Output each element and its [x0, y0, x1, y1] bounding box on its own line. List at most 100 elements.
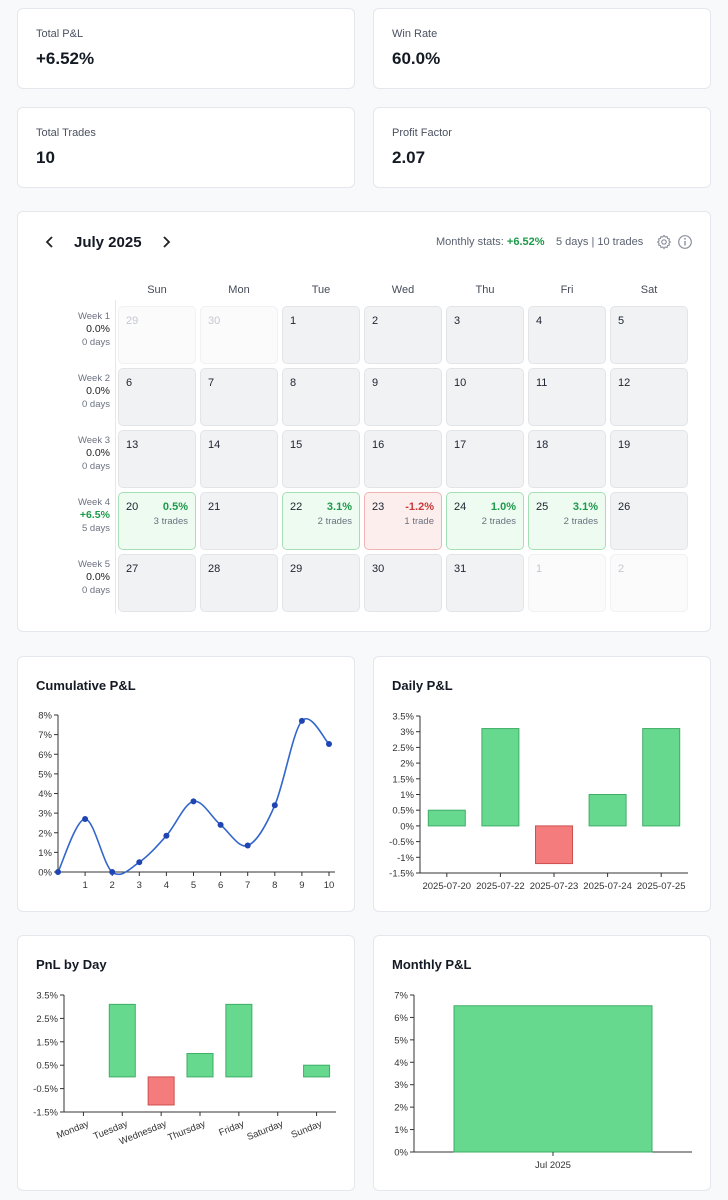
calendar-day[interactable]: 15	[282, 430, 360, 488]
calendar-day[interactable]: 22 3.1% 2 trades	[282, 492, 360, 550]
day-number: 29	[290, 563, 303, 575]
weekday-header: Sun	[147, 284, 167, 296]
series-line	[57, 717, 330, 876]
calendar-day[interactable]: 24 1.0% 2 trades	[446, 492, 524, 550]
day-number: 11	[536, 377, 548, 389]
x-tick-label: 2025-07-25	[637, 881, 686, 892]
bar	[186, 1053, 214, 1078]
calendar-day[interactable]: 31	[446, 554, 524, 612]
day-number: 9	[372, 377, 379, 389]
info-icon	[678, 235, 692, 249]
weekday-header: Tue	[311, 284, 331, 296]
chevron-right-icon	[163, 236, 171, 248]
data-point	[163, 832, 170, 839]
calendar-day[interactable]: 6	[118, 368, 196, 426]
y-tick-label: 0%	[38, 868, 52, 879]
calendar-day[interactable]: 3	[446, 306, 524, 364]
day-pnl: 0.5%	[162, 501, 188, 513]
x-tick-label: 6	[218, 880, 223, 891]
data-point	[55, 869, 61, 875]
day-trades: 2 trades	[481, 516, 516, 527]
x-tick-label: 1	[82, 880, 87, 891]
week-column-divider	[115, 300, 116, 614]
bar	[427, 809, 466, 827]
y-tick-label: 2%	[400, 759, 414, 770]
day-number: 31	[454, 563, 467, 575]
calendar-day[interactable]: 12	[610, 368, 688, 426]
y-tick-label: -0.5%	[389, 837, 414, 848]
calendar-day[interactable]: 16	[364, 430, 442, 488]
x-tick-label: Sunday	[290, 1118, 324, 1140]
gear-icon	[656, 234, 672, 250]
calendar-day[interactable]: 14	[200, 430, 278, 488]
chevron-left-icon	[45, 236, 53, 248]
week-summary: Week 5 0.0% 0 days	[58, 558, 110, 597]
chart-title: PnL by Day	[36, 957, 107, 972]
day-number: 28	[208, 563, 221, 575]
calendar-day[interactable]: 2	[610, 554, 688, 612]
calendar-day[interactable]: 20 0.5% 3 trades	[118, 492, 196, 550]
y-tick-label: 2.5%	[392, 743, 414, 754]
settings-button[interactable]	[656, 234, 672, 250]
weekday-header: Fri	[560, 284, 574, 296]
weekday-header: Mon	[228, 284, 250, 296]
calendar-day[interactable]: 18	[528, 430, 606, 488]
x-tick-label: Friday	[217, 1118, 246, 1138]
calendar-day[interactable]: 13	[118, 430, 196, 488]
stat-label: Profit Factor	[392, 127, 452, 139]
bar	[535, 825, 573, 865]
day-number: 5	[618, 315, 625, 327]
calendar-day[interactable]: 19	[610, 430, 688, 488]
calendar-day[interactable]: 30	[364, 554, 442, 612]
day-number: 19	[618, 439, 631, 451]
calendar-day[interactable]: 1	[528, 554, 606, 612]
calendar-day[interactable]: 30	[200, 306, 278, 364]
data-point	[136, 859, 143, 866]
data-point	[190, 798, 197, 805]
prev-month-button[interactable]	[42, 234, 58, 250]
week-pnl: 0.0%	[86, 571, 110, 583]
calendar-day[interactable]: 27	[118, 554, 196, 612]
x-tick-label: Thursday	[166, 1118, 207, 1143]
cumulative-pnl-card: Cumulative P&L 0% 1% 2% 3% 4% 5% 6% 7% 8% 1 2 3 4 5 6 7…	[17, 656, 355, 912]
calendar-day[interactable]: 29	[282, 554, 360, 612]
week-days: 0 days	[82, 399, 110, 410]
y-tick-label: 6%	[38, 750, 52, 761]
week-pnl: +6.5%	[79, 509, 110, 521]
calendar-day[interactable]: 25 3.1% 2 trades	[528, 492, 606, 550]
calendar-day[interactable]: 4	[528, 306, 606, 364]
stat-label: Total Trades	[36, 127, 96, 139]
y-tick-label: 3.5%	[392, 712, 414, 723]
calendar-day[interactable]: 7	[200, 368, 278, 426]
day-number: 13	[126, 439, 139, 451]
day-number: 25	[536, 501, 549, 513]
calendar-day[interactable]: 11	[528, 368, 606, 426]
calendar-day[interactable]: 28	[200, 554, 278, 612]
x-tick-label: 10	[324, 880, 335, 891]
calendar-day[interactable]: 2	[364, 306, 442, 364]
calendar-day[interactable]: 21	[200, 492, 278, 550]
stat-label: Win Rate	[392, 28, 438, 40]
next-month-button[interactable]	[158, 234, 174, 250]
calendar-day[interactable]: 9	[364, 368, 442, 426]
calendar-day[interactable]: 5	[610, 306, 688, 364]
calendar-day[interactable]: 10	[446, 368, 524, 426]
y-tick-label: 5%	[394, 1035, 408, 1046]
y-tick-label: -0.5%	[33, 1084, 58, 1095]
info-button[interactable]	[677, 234, 693, 250]
y-tick-label: 3%	[394, 1080, 408, 1091]
day-number: 23	[372, 501, 385, 513]
monthly-stats-label: Monthly stats:	[436, 236, 504, 248]
weekday-header: Wed	[391, 284, 415, 296]
calendar-day[interactable]: 17	[446, 430, 524, 488]
x-tick-label: 4	[164, 880, 169, 891]
stat-value: 2.07	[392, 148, 426, 167]
calendar-day[interactable]: 23 -1.2% 1 trade	[364, 492, 442, 550]
week-summary: Week 3 0.0% 0 days	[58, 434, 110, 473]
calendar-day[interactable]: 8	[282, 368, 360, 426]
y-tick-label: -1.5%	[33, 1108, 58, 1119]
y-tick-label: 5%	[38, 769, 52, 780]
calendar-day[interactable]: 1	[282, 306, 360, 364]
calendar-day[interactable]: 29	[118, 306, 196, 364]
calendar-day[interactable]: 26	[610, 492, 688, 550]
